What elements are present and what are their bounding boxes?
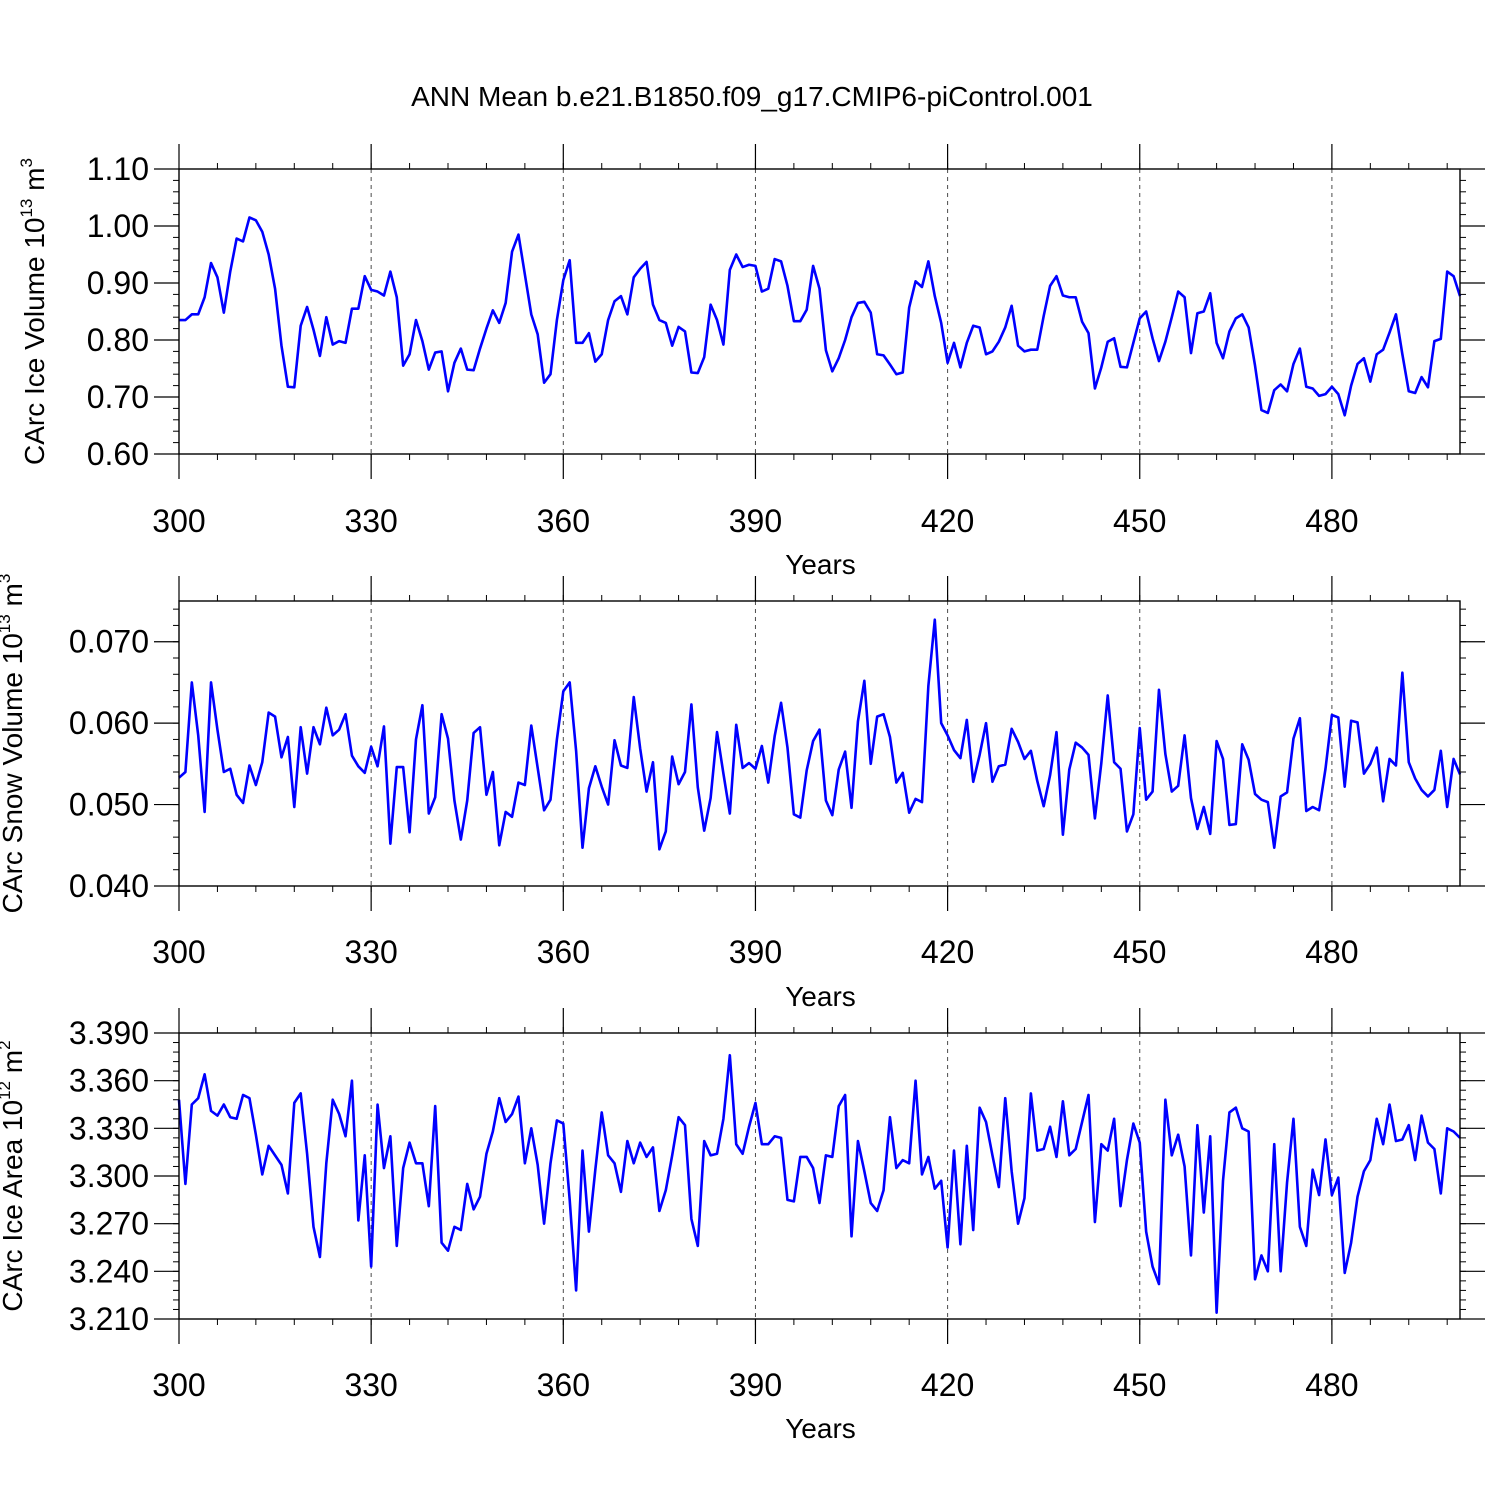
ice-volume-xtick-label: 300	[152, 503, 205, 539]
snow-volume-xtick-label: 390	[729, 934, 782, 970]
snow-volume-series-line	[178, 618, 1462, 851]
ice-area-xtick-label: 330	[344, 1367, 397, 1403]
ice-volume-xtick-label: 480	[1305, 503, 1358, 539]
ice-area-ytick-label: 3.360	[69, 1063, 149, 1099]
ice-volume-series-line	[179, 216, 1462, 417]
ice-volume-xtick-label: 360	[537, 503, 590, 539]
ice-volume-ytick-label: 1.10	[87, 151, 149, 187]
snow-volume-xtick-label: 420	[921, 934, 974, 970]
ice-area-xtick-label: 420	[921, 1367, 974, 1403]
ice-area-ytick-label: 3.330	[69, 1110, 149, 1146]
ice-area-x-axis-title: Years	[785, 1413, 856, 1444]
ice-area-xtick-label: 450	[1113, 1367, 1166, 1403]
snow-volume-y-axis-title: CArc Snow Volume 1013 m3	[0, 574, 28, 914]
ice-volume-x-axis-title: Years	[785, 549, 856, 580]
ice-area-ytick-label: 3.240	[69, 1253, 149, 1289]
snow-volume-xtick-label: 330	[344, 934, 397, 970]
ice-area-ytick-label: 3.390	[69, 1015, 149, 1051]
panel-ice-area: 3.210 3.240 3.270 3.300 3.330 3.360 3.390 300 33…	[0, 1008, 1485, 1444]
ice-volume-xtick-label: 450	[1113, 503, 1166, 539]
panel-snow-volume: 0.040 0.050 0.060 0.070 300 330 360 390 420 450 48…	[0, 574, 1485, 1012]
ice-area-xtick-label: 390	[729, 1367, 782, 1403]
ice-volume-plot-frame	[178, 168, 1461, 455]
ice-volume-ytick-label: 0.80	[87, 322, 149, 358]
ice-area-xtick-label: 480	[1305, 1367, 1358, 1403]
snow-volume-ytick-label: 0.050	[69, 787, 149, 823]
figure-title: ANN Mean b.e21.B1850.f09_g17.CMIP6-piCon…	[411, 81, 1093, 112]
ice-area-xtick-label: 300	[152, 1367, 205, 1403]
ice-volume-ytick-label: 1.00	[87, 208, 149, 244]
snow-volume-xtick-label: 360	[537, 934, 590, 970]
ice-volume-xtick-label: 330	[344, 503, 397, 539]
snow-volume-ytick-label: 0.060	[69, 705, 149, 741]
snow-volume-x-axis-title: Years	[785, 981, 856, 1012]
snow-volume-xtick-label: 480	[1305, 934, 1358, 970]
snow-volume-xtick-label: 450	[1113, 934, 1166, 970]
panel-ice-volume: 0.60 0.70 0.80 0.90 1.00 1.10 300 330 360 390 420 4…	[17, 144, 1485, 580]
ice-area-ytick-label: 3.210	[69, 1301, 149, 1337]
ice-area-ytick-label: 3.270	[69, 1206, 149, 1242]
ice-volume-ytick-label: 0.70	[87, 379, 149, 415]
ice-volume-ytick-label: 0.90	[87, 265, 149, 301]
ice-volume-xtick-label: 390	[729, 503, 782, 539]
ice-area-plot-frame	[178, 1032, 1461, 1320]
ice-area-xtick-label: 360	[537, 1367, 590, 1403]
ice-area-ytick-label: 3.300	[69, 1158, 149, 1194]
snow-volume-plot-frame	[178, 600, 1461, 887]
snow-volume-xtick-label: 300	[152, 934, 205, 970]
ice-volume-ytick-label: 0.60	[87, 436, 149, 472]
snow-volume-ytick-label: 0.040	[69, 868, 149, 904]
ice-area-y-axis-title: CArc Ice Area 1012 m2	[0, 1040, 28, 1311]
ice-volume-y-axis-title: CArc Ice Volume 1013 m3	[17, 158, 50, 465]
ice-volume-xtick-label: 420	[921, 503, 974, 539]
snow-volume-ytick-label: 0.070	[69, 624, 149, 660]
ice-area-series-line	[177, 1053, 1461, 1314]
